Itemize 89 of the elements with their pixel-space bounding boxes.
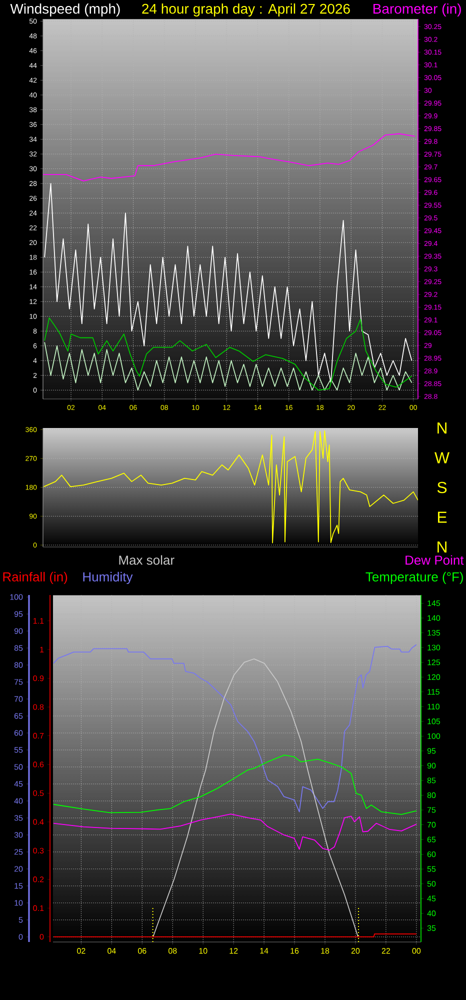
y-tick-label: 70 (14, 696, 23, 702)
y2-tick-label: 50 (427, 880, 436, 887)
y-tick-label: 65 (14, 713, 23, 719)
x-tick-label: 18 (321, 948, 330, 954)
text: Dew Point (406, 555, 464, 565)
text: N (438, 541, 446, 552)
x-tick-label: 06 (138, 948, 146, 954)
y3-tick-label: 0 (40, 934, 44, 940)
y3-tick-label: 0.4 (33, 819, 44, 825)
y-tick-label: 60 (14, 730, 23, 736)
line-series (44, 342, 412, 391)
y-tick-label: 55 (14, 747, 23, 753)
y-tick-label: 40 (14, 798, 23, 804)
y2-tick-label: 120 (428, 674, 440, 680)
text: Max solar (119, 555, 174, 565)
y2-axis-title: Barometer (in) (373, 3, 461, 17)
y2-tick-label: 80 (427, 792, 436, 798)
y2-tick-label: 70 (427, 822, 436, 828)
y2-tick-label: 105 (428, 718, 440, 724)
y2-tick-label: 130 (428, 644, 440, 650)
y-tick-label: 0 (18, 934, 23, 940)
y-tick-label: 5 (18, 917, 23, 923)
text: S (437, 482, 447, 494)
line-series (53, 644, 417, 812)
y2-tick-label: 95 (427, 748, 436, 754)
y2-tick-label: 40 (427, 910, 436, 916)
x-tick-label: 04 (108, 948, 116, 954)
x-tick-label: 02 (77, 948, 86, 954)
y-axis-title: Humidity (83, 572, 133, 584)
line-series (53, 814, 417, 851)
y-tick-label: 35 (14, 815, 23, 821)
y-tick-label: 50 (14, 764, 23, 770)
y3-tick-label: 0.7 (33, 732, 44, 739)
y3-tick-label: 0.5 (33, 790, 44, 796)
y3-tick-label: 1.1 (33, 618, 44, 624)
y-tick-label: 95 (14, 611, 23, 617)
y2-tick-label: 60 (427, 851, 436, 858)
y-tick-label: 15 (14, 883, 23, 889)
x-tick-label: 10 (199, 948, 208, 954)
y-tick-label: 10 (14, 900, 23, 906)
y-tick-label: 75 (14, 679, 23, 685)
x-tick-label: 20 (351, 948, 360, 954)
chart-title: 24 hour graph day : April 27 2026 (142, 3, 350, 17)
y2-tick-label: 140 (428, 615, 440, 621)
x-tick-label: 16 (290, 948, 299, 954)
y3-tick-label: 0.8 (33, 704, 44, 710)
y-tick-label: 20 (14, 866, 23, 872)
y2-tick-label: 115 (428, 689, 440, 695)
line-series (53, 754, 417, 815)
x-tick-label: 00 (412, 948, 421, 954)
y2-tick-label: 100 (428, 733, 440, 739)
y2-tick-label: 135 (428, 630, 440, 636)
y-axis-title: Windspeed (mph) (10, 3, 120, 17)
y2-tick-label: 65 (427, 836, 436, 842)
y-tick-label: 85 (14, 645, 23, 651)
y2-tick-label: 35 (427, 925, 436, 931)
text: W (434, 452, 450, 464)
y2-tick-label: 125 (428, 659, 440, 666)
x-tick-label: 22 (382, 948, 390, 954)
y2-tick-label: 85 (427, 778, 436, 784)
text: E (438, 512, 447, 523)
y3-tick-label: 1 (40, 646, 44, 652)
line-series (44, 317, 412, 391)
y3-tick-label: 0.6 (33, 762, 44, 768)
y-tick-label: 80 (14, 662, 23, 668)
y3-tick-label: 0.3 (33, 848, 44, 854)
y-tick-label: 25 (14, 849, 23, 855)
y-tick-label: 45 (14, 781, 23, 787)
y-tick-label: 30 (14, 832, 23, 838)
x-tick-label: 12 (230, 948, 238, 954)
y3-axis-title: Rainfall (in) (3, 572, 68, 584)
y3-tick-label: 0.1 (33, 905, 44, 911)
y2-tick-label: 145 (428, 600, 440, 606)
line-series (43, 133, 416, 182)
y-tick-label: 100 (10, 594, 23, 600)
text: N (438, 422, 446, 434)
y-tick-label: 90 (14, 628, 23, 634)
line-series (43, 430, 418, 544)
line-series (152, 658, 358, 938)
x-tick-label: 08 (168, 948, 177, 954)
x-tick-label: 14 (260, 948, 268, 954)
y2-tick-label: 55 (427, 866, 436, 872)
y2-tick-label: 45 (427, 896, 436, 902)
y2-axis-title: Temperature (°F) (366, 572, 463, 584)
y2-tick-label: 75 (427, 807, 436, 813)
y2-tick-label: 110 (428, 704, 440, 710)
y3-tick-label: 0.9 (33, 675, 44, 682)
y3-tick-label: 0.2 (33, 876, 44, 882)
y2-tick-label: 90 (427, 762, 436, 769)
